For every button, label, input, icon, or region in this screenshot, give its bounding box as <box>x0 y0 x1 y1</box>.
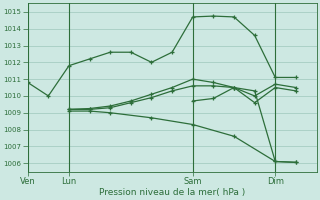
X-axis label: Pression niveau de la mer( hPa ): Pression niveau de la mer( hPa ) <box>99 188 245 197</box>
